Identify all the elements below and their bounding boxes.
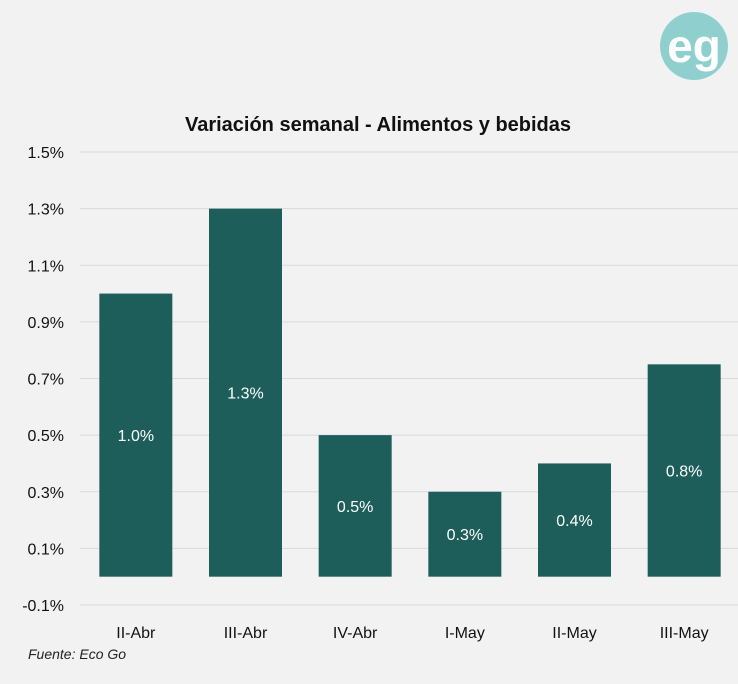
data-label: 0.5%: [337, 499, 373, 516]
y-tick-label: 0.9%: [28, 315, 64, 332]
y-tick-label: 1.3%: [28, 202, 64, 219]
chart-title: Variación semanal - Alimentos y bebidas: [185, 114, 571, 136]
y-tick-label: 0.1%: [28, 541, 64, 558]
x-tick-label: III-May: [660, 625, 709, 642]
x-tick-label: III-Abr: [224, 625, 268, 642]
bar: [99, 293, 173, 577]
data-label: 0.4%: [556, 513, 592, 530]
bar: [428, 491, 502, 577]
bar: [318, 435, 392, 577]
y-tick-label: 1.5%: [28, 145, 64, 162]
bar: [209, 208, 282, 577]
source-note: Fuente: Eco Go: [28, 646, 126, 662]
data-label: 0.8%: [666, 464, 702, 481]
logo: eg: [660, 12, 728, 80]
y-tick-label: 0.7%: [28, 372, 64, 389]
y-tick-label: 0.5%: [28, 428, 64, 445]
y-tick-label: -0.1%: [22, 598, 64, 615]
bar: [647, 364, 721, 577]
data-label: 1.3%: [227, 386, 263, 403]
y-tick-label: 1.1%: [28, 258, 64, 275]
x-tick-label: IV-Abr: [333, 625, 378, 642]
x-tick-label: II-Abr: [116, 625, 156, 642]
logo-text: eg: [667, 20, 721, 72]
data-label: 1.0%: [118, 428, 154, 445]
y-tick-label: 0.3%: [28, 485, 64, 502]
x-tick-label: I-May: [445, 625, 485, 642]
x-tick-label: II-May: [552, 625, 596, 642]
logo-circle: [660, 12, 728, 80]
bar: [538, 463, 611, 577]
data-label: 0.3%: [447, 527, 483, 544]
